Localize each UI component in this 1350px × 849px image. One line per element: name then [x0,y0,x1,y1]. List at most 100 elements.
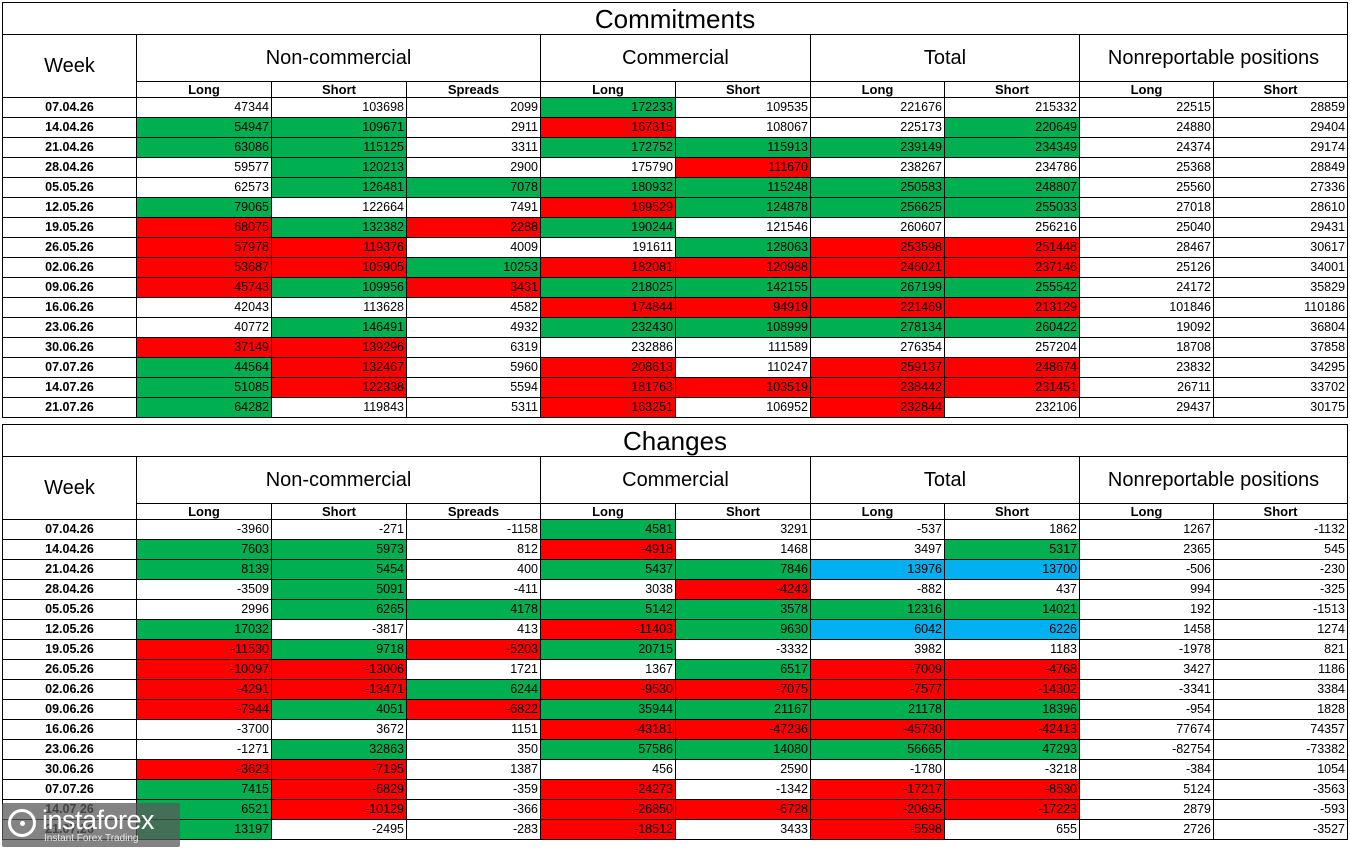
table-cell: -9530 [540,679,676,700]
subheader-long: Long [1079,503,1214,520]
table-cell: 192 [1079,599,1214,620]
week-date: 07.07.26 [2,357,137,378]
table-cell: 2099 [406,97,541,118]
table-cell: 221676 [810,97,945,118]
table-cell: 27336 [1212,177,1349,198]
table-cell: -20695 [810,799,945,820]
table-cell: 1468 [675,539,811,560]
subheader-short: Short [271,81,407,98]
subheader-long: Long [810,503,945,520]
table-cell: -47236 [675,719,811,740]
table-cell: 182081 [540,257,676,278]
table-cell: 259137 [810,357,945,378]
commitments-table: Commitments Week Non-commercial Commerci… [1,2,1349,418]
table-cell: 110186 [1212,297,1349,318]
table-cell: 74357 [1212,719,1349,740]
week-date: 21.04.26 [2,559,137,580]
table-cell: 2996 [136,599,272,620]
table-cell: -1158 [406,519,541,540]
table-cell: -411 [406,579,541,600]
table-cell: 248674 [944,357,1080,378]
table-cell: 5960 [406,357,541,378]
table-cell: 1721 [406,659,541,680]
table-cell: 24880 [1079,117,1214,138]
week-date: 02.06.26 [2,257,137,278]
table-cell: 7415 [136,779,272,800]
table-row: 14.04.26 54947 109671 2911 167315 108067 22517… [2,117,1349,138]
week-date: 09.06.26 [2,277,137,298]
table-cell: 108067 [675,117,811,138]
table-cell: 256216 [944,217,1080,238]
table-cell: 260422 [944,317,1080,338]
table-row: 28.04.26 -3509 5091 -411 3038 -4243 -882 437 994… [2,579,1349,600]
table-cell: 20715 [540,639,676,660]
table-cell: 47344 [136,97,272,118]
table-cell: 94919 [675,297,811,318]
table-cell: -6829 [271,779,407,800]
week-date: 28.04.26 [2,157,137,178]
table-cell: -359 [406,779,541,800]
table-row: 07.07.26 7415 -6829 -359 -24273 -1342 -17217 -8… [2,779,1349,800]
table-row: 30.06.26 -3623 -7195 1387 456 2590 -1780 -3218-… [2,759,1349,780]
table-cell: 225173 [810,117,945,138]
table-cell: -7009 [810,659,945,680]
table-cell: 7078 [406,177,541,198]
table-cell: -24273 [540,779,676,800]
table-cell: -11530 [136,639,272,660]
subheader-spreads: Spreads [406,503,541,520]
table-cell: 1387 [406,759,541,780]
subheader-long: Long [136,503,272,520]
table-row: 21.07.26 64282 119843 5311 163251 106952 23284… [2,397,1349,418]
week-date: 05.05.26 [2,599,137,620]
table-cell: 163251 [540,397,676,418]
week-date: 21.04.26 [2,137,137,158]
table-cell: 2879 [1079,799,1214,820]
table-cell: 57978 [136,237,272,258]
table-cell: 30617 [1212,237,1349,258]
table-cell: 35829 [1212,277,1349,298]
table-cell: 132467 [271,357,407,378]
table-cell: 103519 [675,377,811,398]
week-date: 21.07.26 [2,397,137,418]
table-cell: -6728 [675,799,811,820]
table-cell: -3563 [1212,779,1349,800]
table-cell: -1271 [136,739,272,760]
table-cell: 5311 [406,397,541,418]
table-cell: 213129 [944,297,1080,318]
table-cell: 821 [1212,639,1349,660]
table-row: 26.05.26 -10097 -13006 1721 1367 6517 -7009 -47… [2,659,1349,680]
week-date: 28.04.26 [2,579,137,600]
table-cell: 190244 [540,217,676,238]
table-cell: 234349 [944,137,1080,158]
table-cell: 25368 [1079,157,1214,178]
table-cell: 4581 [540,519,676,540]
table-row: 23.06.26 40772 146491 4932 232430 108999 27813… [2,317,1349,338]
table-cell: 59577 [136,157,272,178]
table-cell: 3038 [540,579,676,600]
table-cell: 994 [1079,579,1214,600]
table-cell: -4243 [675,579,811,600]
table-cell: -271 [271,519,407,540]
week-header: Week [2,34,137,98]
table-cell: -3509 [136,579,272,600]
table-cell: 220649 [944,117,1080,138]
table-cell: 29174 [1212,137,1349,158]
week-date: 07.07.26 [2,779,137,800]
table-row: 21.07.2613197-2495-283-185123433-5598655… [2,819,1349,840]
table-cell: 34001 [1212,257,1349,278]
table-row: 21.04.26 63086 115125 3311 172752 115913 23914… [2,137,1349,158]
table-cell: -13006 [271,659,407,680]
table-row: 14.07.26 51085 122338 5594 181763 103519 23844… [2,377,1349,398]
table-cell: 218025 [540,277,676,298]
table-cell: 37149 [136,337,272,358]
table-cell: 2726 [1079,819,1214,840]
week-date: 14.04.26 [2,539,137,560]
table-cell: -7577 [810,679,945,700]
table-cell: -18512 [540,819,676,840]
week-date: 16.06.26 [2,719,137,740]
table-cell: 545 [1212,539,1349,560]
table-cell: -882 [810,579,945,600]
table-cell: 257204 [944,337,1080,358]
table-cell: 28859 [1212,97,1349,118]
table-cell: 132382 [271,217,407,238]
